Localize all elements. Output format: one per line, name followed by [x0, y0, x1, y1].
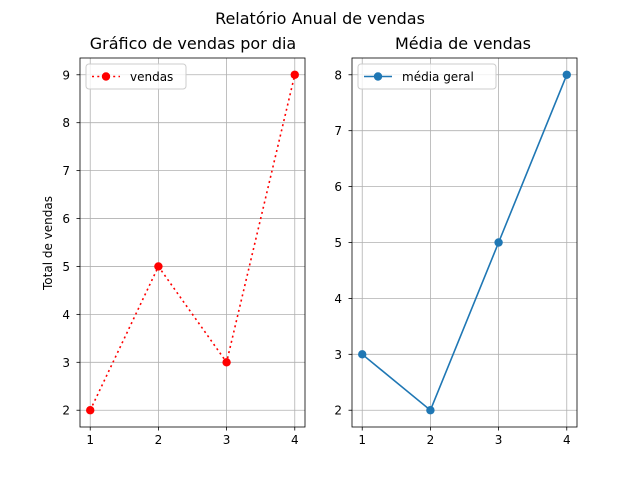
series-line	[89, 74, 296, 411]
chart-title: Média de vendas	[395, 34, 531, 53]
legend-label: vendas	[130, 70, 173, 84]
y-tick-label: 8	[334, 68, 342, 82]
data-point	[154, 262, 163, 271]
plot-area: 1 2 3 4 2 3 4 5 6 7 8 média geral	[334, 57, 578, 447]
data-point	[86, 406, 95, 415]
y-tick-label: 3	[62, 356, 70, 370]
chart-title: Gráfico de vendas por dia	[90, 34, 296, 53]
x-tick-label: 1	[358, 433, 366, 447]
y-tick-label: 8	[62, 116, 70, 130]
series-line	[361, 74, 568, 412]
plot-area: 1 2 3 4 2 3 4 5 6 7 8 9 vendas	[62, 57, 306, 447]
axes-frame	[79, 57, 306, 428]
data-point	[290, 70, 299, 79]
axes-frame	[351, 57, 578, 428]
y-tick-label: 6	[334, 180, 342, 194]
legend: vendas	[85, 63, 187, 90]
legend: média geral	[357, 63, 497, 90]
y-tick-label: 4	[334, 292, 342, 306]
x-tick-label: 4	[563, 433, 571, 447]
data-point	[562, 70, 571, 79]
legend-box	[85, 63, 187, 90]
x-tick-label: 3	[223, 433, 231, 447]
figure-suptitle: Relatório Anual de vendas	[215, 9, 425, 28]
y-tick-label: 5	[62, 260, 70, 274]
y-tick-label: 2	[334, 404, 342, 418]
y-tick-label: 2	[62, 404, 70, 418]
x-tick-label: 1	[86, 433, 94, 447]
y-tick-label: 5	[334, 236, 342, 250]
data-point	[358, 350, 367, 359]
legend-marker	[373, 72, 383, 81]
y-tick-label: 4	[62, 308, 70, 322]
x-tick-label: 2	[427, 433, 435, 447]
y-tick-label: 3	[334, 348, 342, 362]
y-tick-label: 7	[334, 124, 342, 138]
average-sales-chart: Média de vendas 1 2 3 4 2 3 4 5 6 7 8 média geral	[334, 34, 578, 447]
legend-marker	[101, 72, 111, 81]
data-point	[426, 406, 435, 415]
y-tick-label: 6	[62, 212, 70, 226]
legend-label: média geral	[402, 70, 474, 84]
data-point	[222, 358, 231, 367]
y-tick-label: 9	[62, 68, 70, 82]
x-tick-label: 3	[495, 433, 503, 447]
x-tick-label: 4	[291, 433, 299, 447]
y-axis-label: Total de vendas	[41, 196, 55, 291]
sales-per-day-chart: Gráfico de vendas por dia Total de venda…	[41, 34, 306, 447]
y-tick-label: 7	[62, 164, 70, 178]
legend-box	[357, 63, 497, 90]
data-point	[494, 238, 503, 247]
x-tick-label: 2	[155, 433, 163, 447]
